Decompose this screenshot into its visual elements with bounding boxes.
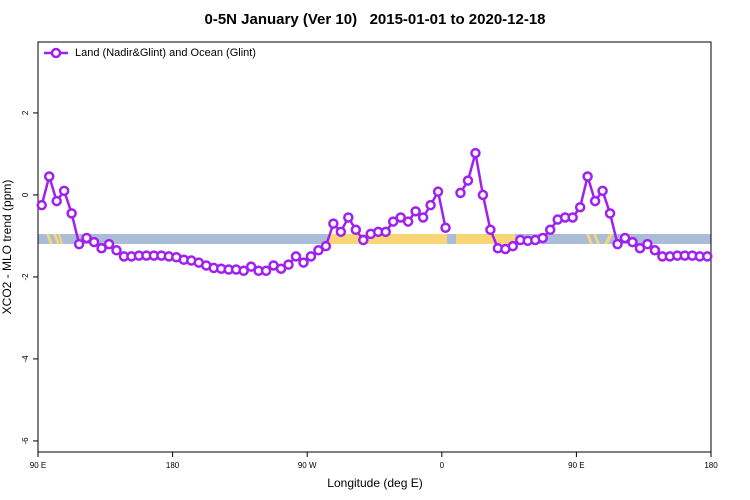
- x-tick-label: 180: [166, 461, 180, 470]
- point: [574, 201, 586, 213]
- point: [58, 185, 70, 197]
- point: [111, 245, 122, 256]
- point: [612, 238, 623, 250]
- point: [582, 171, 593, 182]
- point: [507, 240, 519, 252]
- point: [36, 199, 47, 211]
- point: [66, 208, 77, 219]
- point: [470, 147, 481, 159]
- y-axis-label: XCO2 - MLO trend (ppm): [0, 180, 14, 315]
- point: [260, 265, 272, 277]
- point: [245, 261, 257, 272]
- point: [43, 171, 55, 182]
- point: [73, 238, 85, 250]
- point: [604, 208, 616, 219]
- x-tick-label: 90 W: [298, 461, 317, 470]
- y-tick-label: 0: [21, 192, 30, 197]
- x-axis-label: Longitude (deg E): [327, 476, 422, 490]
- point: [537, 232, 548, 244]
- point: [485, 224, 496, 236]
- point: [275, 263, 287, 274]
- x-tick-label: 90 E: [30, 461, 46, 470]
- plot-frame: [37, 41, 712, 453]
- point: [417, 212, 429, 223]
- legend-marker: [50, 47, 62, 59]
- point: [380, 226, 391, 238]
- point: [358, 234, 369, 246]
- point: [597, 185, 608, 197]
- point: [313, 245, 324, 256]
- point: [81, 232, 92, 244]
- land-band: [456, 234, 515, 244]
- land-band: [328, 234, 447, 244]
- point: [455, 187, 466, 199]
- point: [702, 251, 713, 262]
- point: [410, 206, 421, 217]
- chart-title: 0-5N January (Ver 10) 2015-01-01 to 2020…: [204, 11, 545, 28]
- point: [649, 245, 661, 256]
- point: [432, 186, 444, 197]
- point: [305, 251, 317, 262]
- point: [440, 222, 451, 233]
- point: [343, 212, 354, 223]
- y-tick-label: -2: [21, 273, 30, 281]
- point: [642, 238, 653, 250]
- point: [395, 212, 406, 223]
- point: [298, 257, 309, 268]
- point: [335, 226, 347, 238]
- point: [634, 242, 646, 254]
- point: [96, 242, 107, 254]
- point: [462, 175, 474, 186]
- x-tick-label: 90 E: [568, 461, 584, 470]
- point: [567, 212, 578, 223]
- point: [103, 238, 115, 250]
- legend-label: Land (Nadir&Glint) and Ocean (Glint): [75, 47, 256, 59]
- land-ocean-band: [38, 234, 711, 244]
- point: [238, 265, 249, 277]
- point: [320, 240, 332, 252]
- point: [51, 195, 62, 207]
- point: [290, 251, 302, 262]
- point: [544, 224, 556, 236]
- point: [619, 232, 631, 244]
- x-tick-label: 0: [440, 461, 445, 470]
- point: [350, 224, 362, 236]
- point: [283, 259, 294, 270]
- point: [477, 189, 489, 201]
- x-tick-label: 180: [704, 461, 718, 470]
- point: [425, 199, 436, 211]
- point: [328, 218, 339, 229]
- point: [88, 236, 100, 248]
- y-tick-label: 2: [21, 110, 30, 115]
- point: [627, 236, 638, 248]
- legend: Land (Nadir&Glint) and Ocean (Glint): [44, 47, 256, 59]
- point: [589, 195, 601, 207]
- y-tick-label: -4: [21, 355, 30, 363]
- point: [402, 216, 414, 227]
- point: [387, 216, 399, 227]
- y-tick-label: -6: [21, 437, 30, 445]
